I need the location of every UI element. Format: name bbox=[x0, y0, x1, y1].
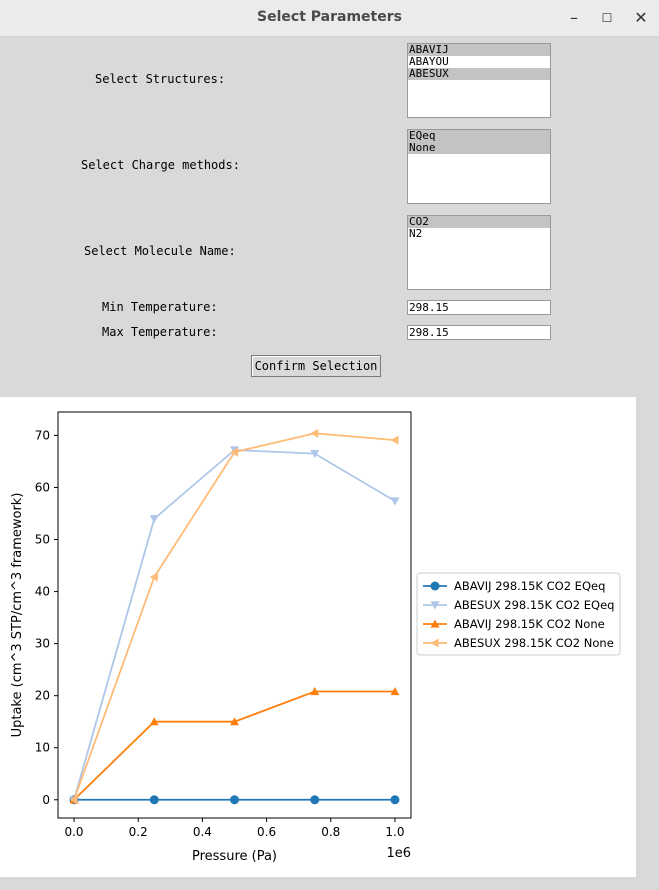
y-tick-label: 40 bbox=[35, 585, 50, 599]
legend-label: ABESUX 298.15K CO2 None bbox=[454, 636, 614, 650]
x-axis-label: Pressure (Pa) bbox=[192, 849, 277, 864]
data-point bbox=[390, 687, 400, 696]
legend-marker bbox=[430, 601, 440, 610]
confirm-selection-button[interactable]: Confirm Selection bbox=[251, 355, 381, 377]
y-tick-label: 20 bbox=[35, 689, 50, 703]
data-point bbox=[149, 572, 158, 582]
listbox-option[interactable]: ABAYOU bbox=[409, 55, 449, 68]
series-line bbox=[73, 690, 395, 801]
y-tick-label: 10 bbox=[35, 741, 50, 755]
maximize-icon[interactable]: ☐ bbox=[601, 11, 613, 25]
listbox-option[interactable]: N2 bbox=[409, 227, 423, 240]
series-3 bbox=[69, 687, 400, 804]
legend-marker bbox=[430, 619, 440, 628]
data-point bbox=[149, 717, 159, 726]
legend-label: ABAVIJ 298.15K CO2 None bbox=[454, 617, 605, 631]
charge-methods-label: Select Charge methods: bbox=[81, 158, 240, 172]
min-temperature-label: Min Temperature: bbox=[102, 300, 218, 314]
listbox-option[interactable]: None bbox=[408, 142, 550, 154]
molecule-name-listbox[interactable]: CO2 N2 bbox=[407, 215, 551, 290]
x-tick-label: 0.6 bbox=[257, 825, 276, 839]
legend-box bbox=[416, 572, 621, 656]
x-tick-label: 0.2 bbox=[129, 825, 148, 839]
structures-listbox[interactable]: ABAVIJ ABAYOU ABESUX bbox=[407, 43, 551, 118]
close-icon[interactable]: ✕ bbox=[634, 8, 648, 27]
data-point bbox=[310, 428, 319, 438]
data-point bbox=[230, 447, 239, 457]
data-point bbox=[390, 497, 400, 506]
legend-marker bbox=[430, 638, 439, 648]
max-temperature-input[interactable] bbox=[407, 325, 551, 340]
y-tick-label: 60 bbox=[35, 480, 50, 494]
minimize-icon[interactable]: – bbox=[570, 8, 578, 27]
listbox-option[interactable]: EQeq bbox=[408, 130, 550, 142]
y-axis-label: Uptake (cm^3 STP/cm^3 framework) bbox=[10, 493, 25, 738]
x-axis-offset-label: 1e6 bbox=[386, 846, 411, 861]
uptake-chart: 0.0 0.2 0.4 0.6 0.8 1.0 0 10 20 30 40 50 60 70 Press… bbox=[10, 411, 621, 864]
listbox-option[interactable]: ABESUX bbox=[408, 68, 550, 80]
x-tick-label: 0.4 bbox=[193, 825, 212, 839]
series-2 bbox=[69, 446, 400, 805]
x-tick-label: 1.0 bbox=[385, 825, 404, 839]
data-point bbox=[230, 795, 239, 805]
x-tick-label: 0.0 bbox=[64, 825, 83, 839]
max-temperature-label: Max Temperature: bbox=[102, 325, 218, 339]
plot-panel: 0.0 0.2 0.4 0.6 0.8 1.0 0 10 20 30 40 50 60 70 Press… bbox=[0, 397, 636, 877]
legend-label: ABAVIJ 298.15K CO2 EQeq bbox=[454, 579, 605, 593]
listbox-option[interactable]: ABAVIJ bbox=[408, 44, 550, 56]
data-point bbox=[149, 515, 159, 524]
listbox-option[interactable]: CO2 bbox=[408, 216, 550, 228]
structures-label: Select Structures: bbox=[95, 72, 226, 86]
data-point bbox=[230, 717, 239, 726]
y-tick-label: 0 bbox=[42, 793, 50, 807]
series-1 bbox=[69, 795, 400, 805]
y-tick-label: 70 bbox=[35, 428, 50, 442]
y-tick-label: 50 bbox=[35, 533, 50, 547]
data-point bbox=[69, 795, 78, 805]
x-tick-label: 0.8 bbox=[321, 825, 340, 839]
data-point bbox=[390, 795, 400, 805]
data-point bbox=[310, 687, 320, 696]
window-title: Select Parameters bbox=[257, 9, 402, 25]
legend-label: ABESUX 298.15K CO2 EQeq bbox=[454, 598, 614, 612]
series-4 bbox=[69, 428, 399, 805]
title-bar: Select Parameters – ☐ ✕ bbox=[0, 0, 659, 37]
data-point bbox=[310, 795, 320, 805]
data-point bbox=[149, 795, 159, 805]
plot-frame bbox=[57, 411, 412, 819]
data-point bbox=[390, 435, 399, 445]
data-point bbox=[310, 450, 320, 459]
series-line bbox=[73, 449, 396, 801]
y-tick-label: 30 bbox=[35, 637, 50, 651]
charge-methods-listbox[interactable]: EQeq None bbox=[407, 129, 551, 204]
legend-marker bbox=[430, 581, 440, 591]
min-temperature-input[interactable] bbox=[407, 300, 551, 315]
molecule-name-label: Select Molecule Name: bbox=[84, 244, 236, 258]
series-line bbox=[73, 432, 396, 801]
